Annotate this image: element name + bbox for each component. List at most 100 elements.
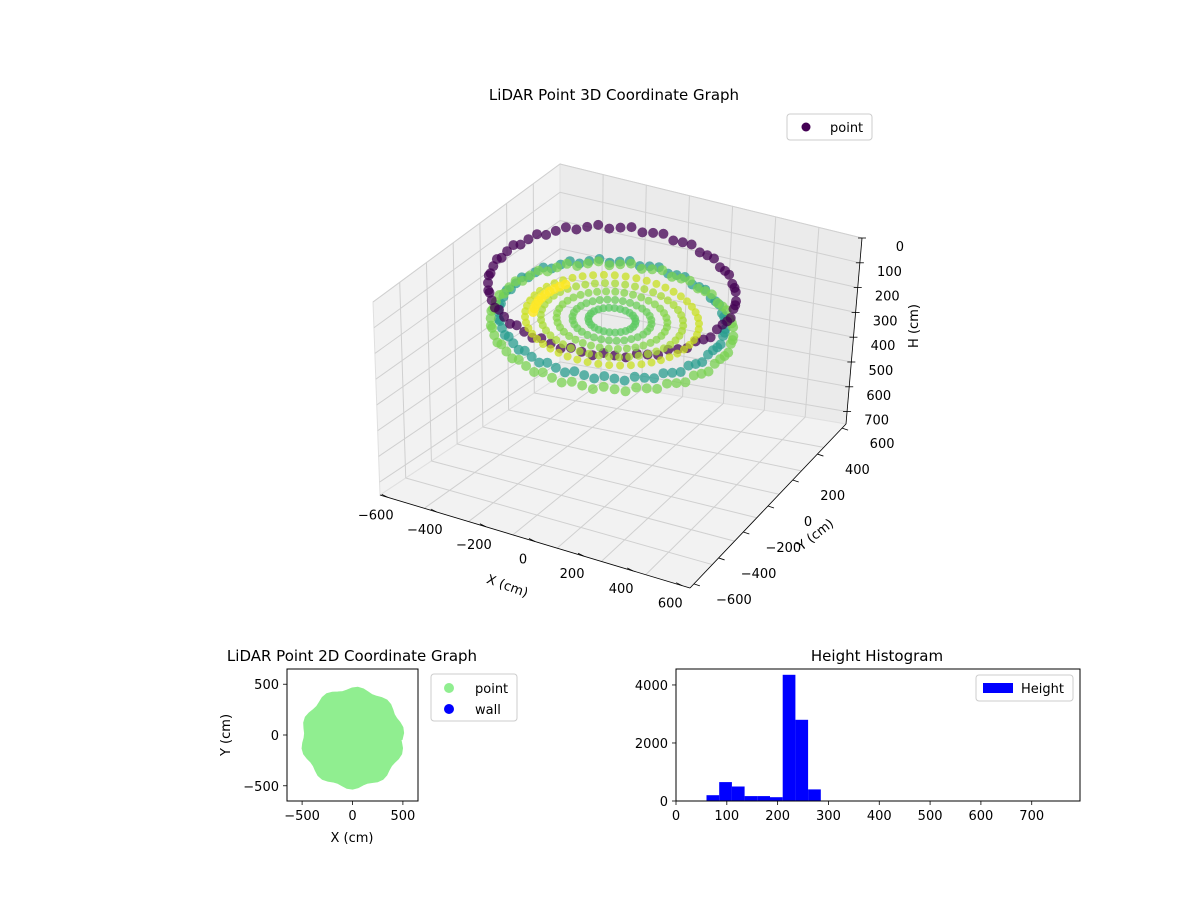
grid-line-z <box>372 163 863 303</box>
x-tick-label-hist: 700 <box>1019 809 1044 824</box>
point-3d <box>528 329 537 338</box>
point-3d <box>644 296 653 305</box>
x-tick-label-3d: 400 <box>609 582 634 597</box>
point-3d <box>546 344 555 353</box>
point-3d <box>646 338 655 347</box>
point-3d <box>620 336 629 345</box>
point-3d <box>621 280 630 289</box>
point-3d <box>575 347 584 356</box>
grid-line-left-v <box>506 203 510 411</box>
y-tick-label-3d: −200 <box>765 541 801 556</box>
point-3d <box>642 276 651 285</box>
point-3d <box>647 264 658 275</box>
legend-hist-label: Height <box>1021 682 1064 697</box>
z-tick-label-3d: 500 <box>869 364 894 379</box>
point-3d <box>622 344 631 353</box>
legend-2d-label-point: point <box>475 682 508 697</box>
points-3d <box>483 219 741 397</box>
point-3d <box>526 351 537 362</box>
ticks-2d: −500 0 500 500 0 −500 <box>243 678 415 824</box>
point-3d <box>582 221 593 232</box>
point-3d <box>576 290 585 299</box>
legend-3d-label-point: point <box>830 121 863 136</box>
point-3d <box>676 292 685 301</box>
legend-2d-marker-point <box>444 683 454 693</box>
point-3d <box>593 256 604 267</box>
point-3d <box>515 239 526 250</box>
grid-line-z <box>375 248 856 380</box>
histogram-bar <box>719 782 732 801</box>
legend-3d-frame <box>786 113 873 141</box>
point-3d <box>513 354 524 365</box>
point-3d <box>496 339 507 350</box>
chart-3d: LiDAR Point 3D Coordinate Graph −600 −400… <box>358 86 922 612</box>
point-3d <box>560 222 571 233</box>
y-axis-label-2d: Y (cm) <box>219 714 234 757</box>
point-3d <box>563 352 572 361</box>
point-3d <box>652 335 661 344</box>
x-tick-3d <box>676 582 683 587</box>
point-3d <box>583 358 592 367</box>
point-3d <box>578 339 587 347</box>
point-3d <box>559 340 567 349</box>
point-3d <box>649 373 660 384</box>
point-3d <box>667 367 678 378</box>
legend-2d-marker-wall <box>444 704 454 714</box>
y-tick-label-3d: −600 <box>716 593 752 608</box>
z-tick-label-3d: 0 <box>896 240 904 255</box>
x-tick-3d <box>381 493 388 498</box>
point-3d <box>615 353 623 362</box>
point-3d <box>659 344 668 353</box>
point-3d <box>649 288 658 297</box>
chart-2d: LiDAR Point 2D Coordinate Graph −500 0 500… <box>219 647 518 846</box>
grid-line-left-v <box>425 262 432 462</box>
point-3d <box>537 367 548 378</box>
x-tick-label-3d: 0 <box>519 553 527 568</box>
point-3d <box>663 296 672 305</box>
y-tick-label-3d: 400 <box>845 463 870 478</box>
point-3d <box>731 296 741 307</box>
point-3d <box>485 313 496 324</box>
point-3d <box>723 347 734 358</box>
histogram-frame <box>675 668 1081 802</box>
point-3d <box>542 266 553 277</box>
point-3d <box>657 292 665 301</box>
grid-line-back-v <box>804 227 820 418</box>
point-3d <box>611 287 620 296</box>
histogram-bar <box>744 796 758 801</box>
point-3d <box>694 247 705 258</box>
point-3d <box>581 280 590 289</box>
point-3d <box>566 376 577 387</box>
point-3d <box>593 287 602 296</box>
point-3d <box>702 250 713 261</box>
x-tick-3d <box>577 552 585 557</box>
point-3d <box>590 279 599 288</box>
point-3d <box>602 287 611 296</box>
point-3d <box>712 298 723 308</box>
point-3d <box>703 366 714 377</box>
x-tick-3d <box>626 567 634 572</box>
legend-2d: point wall <box>430 673 518 722</box>
point-3d <box>629 371 640 382</box>
point-3d <box>604 223 615 234</box>
grid-line-back-v <box>763 216 777 411</box>
point-3d <box>511 320 522 331</box>
x-tick-3d <box>528 538 536 542</box>
point-3d <box>601 279 609 288</box>
x-tick-label-hist: 100 <box>714 809 739 824</box>
grid-line-z <box>379 361 848 483</box>
z-tick-label-3d: 400 <box>871 339 896 354</box>
point-3d <box>584 288 593 297</box>
point-3d <box>529 367 540 377</box>
grid-line-floor-x <box>423 382 602 509</box>
point-3d <box>697 357 708 368</box>
point-3d <box>569 366 580 377</box>
point-3d <box>676 273 687 284</box>
grid-line-z <box>374 219 858 354</box>
point-3d <box>631 343 640 352</box>
y-tick-label-hist: 0 <box>660 795 668 810</box>
legend-hist: Height <box>975 674 1074 702</box>
grid-3d <box>372 163 863 576</box>
z-tick-label-3d: 600 <box>866 389 891 404</box>
point-3d <box>550 362 561 373</box>
